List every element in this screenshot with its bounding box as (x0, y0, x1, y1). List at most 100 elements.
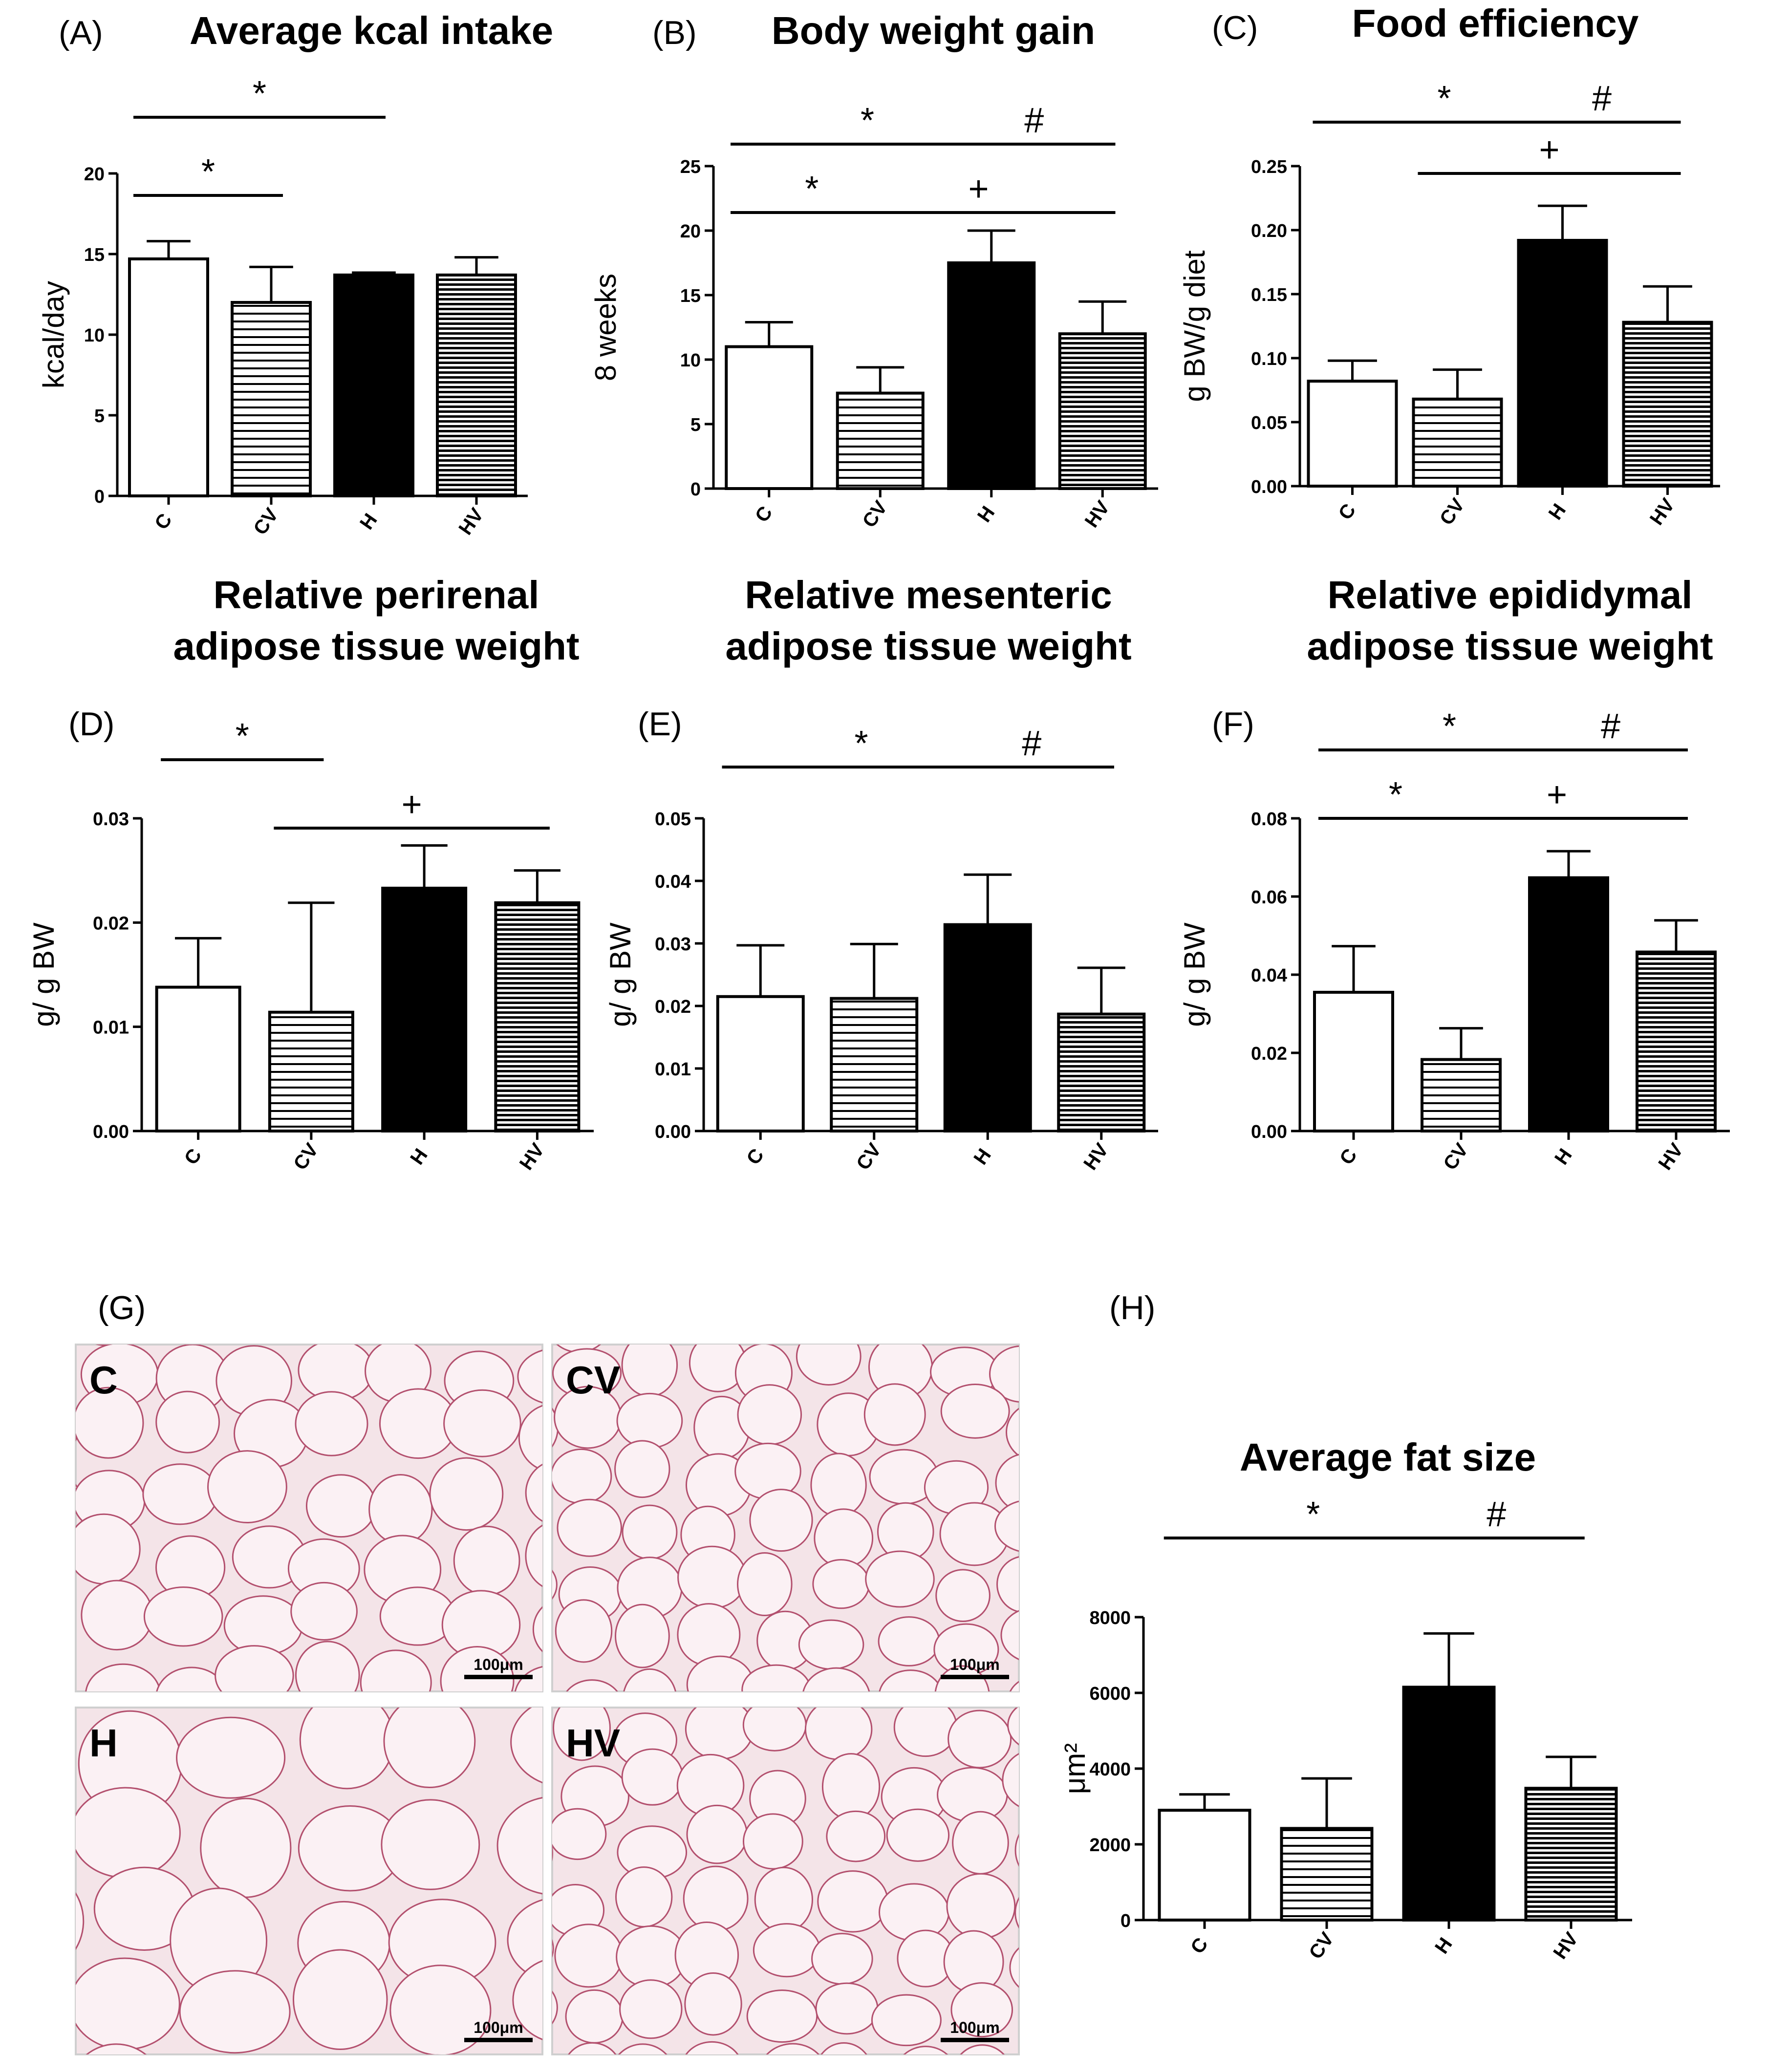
adipocyte (0, 1800, 51, 1888)
adipocyte (518, 1405, 542, 1471)
adipocyte (815, 1982, 879, 2035)
panel-label: (F) (1212, 705, 1254, 743)
adipocyte (820, 2042, 867, 2054)
y-tick-label: 10 (84, 325, 105, 346)
adipocyte (306, 2057, 398, 2072)
bar-cv (268, 1010, 354, 1133)
adipocyte (443, 1389, 521, 1457)
adipocyte (1014, 1897, 1019, 1929)
y-tick-label: 0.02 (655, 997, 691, 1017)
y-tick-label: 8000 (1089, 1608, 1131, 1628)
adipocyte-cells (552, 1708, 1019, 2054)
x-tick-label: C (1335, 500, 1360, 524)
y-tick-label: 0.06 (1251, 887, 1287, 908)
adipocyte (179, 1970, 291, 2054)
significance-symbol: * (854, 724, 868, 763)
adipocyte (935, 1569, 991, 1622)
y-tick-label: 0 (94, 487, 105, 507)
adipocyte (798, 1619, 864, 1670)
x-tick-label: CV (852, 1139, 885, 1174)
x-tick-label: HV (1646, 494, 1679, 529)
adipocyte (12, 1718, 83, 1786)
significance-symbol: * (1437, 79, 1451, 118)
x-tick-label: C (742, 1145, 768, 1169)
bar-hv (494, 901, 581, 1133)
adipocyte (215, 1645, 294, 1691)
adipocyte (532, 1606, 542, 1652)
adipocyte (814, 1508, 874, 1568)
adipocyte-cells (552, 1276, 1019, 1691)
adipocyte (85, 1663, 161, 1691)
chart-title: Food efficiency (1352, 1, 1639, 45)
bar-h (1517, 238, 1608, 488)
scale-bar-label: 100μm (950, 1656, 999, 1673)
adipocyte (10, 1289, 77, 1347)
x-tick-label: HV (516, 1139, 549, 1174)
adipocyte (743, 1276, 802, 1328)
x-tick-label: CV (249, 504, 282, 539)
adipocyte (686, 1804, 748, 1864)
y-tick-label: 2000 (1089, 1835, 1131, 1856)
adipocyte (996, 1556, 1019, 1613)
adipocyte (871, 1994, 942, 2047)
adipocyte (684, 1972, 742, 2036)
chart-e: (E) Relative mesenteric adipose tissue wei… (604, 573, 1158, 1174)
significance-symbol: * (861, 101, 874, 140)
adipocyte (552, 1990, 558, 2025)
y-tick-label: 20 (680, 221, 701, 242)
significance-symbol: * (236, 717, 249, 756)
adipocyte (950, 1982, 1013, 2038)
bar-hv (1057, 1012, 1146, 1132)
adipocyte (0, 1596, 70, 1679)
y-tick-label: 0.00 (93, 1122, 129, 1142)
bar-h (947, 261, 1036, 490)
bar-c (716, 995, 805, 1133)
adipocyte (207, 1450, 287, 1524)
adipocyte (677, 1603, 741, 1666)
adipocyte (525, 1524, 542, 1587)
adipocyte (946, 1873, 1016, 1940)
panel-label: (C) (1212, 9, 1258, 46)
significance-symbol: * (1389, 775, 1402, 814)
adipocyte (886, 1808, 950, 1862)
panel-label: (B) (652, 14, 697, 51)
adipocyte (322, 1345, 340, 1346)
adipocyte (441, 1275, 513, 1343)
adipocyte (76, 1484, 81, 1514)
bar-hv (1524, 1787, 1618, 1922)
adipocyte (143, 1586, 223, 1647)
adipocyte (389, 1965, 492, 2054)
adipocyte (0, 1963, 56, 2055)
adipocyte (381, 2055, 494, 2072)
scale-bar (941, 1675, 1009, 1679)
bar-hv (1058, 332, 1147, 490)
micrograph-hv: HV 100μm (551, 1707, 1020, 2055)
adipocyte (557, 1498, 623, 1557)
adipocyte (507, 1899, 542, 1981)
adipocyte (76, 1513, 141, 1585)
adipocyte (360, 1649, 432, 1691)
micrograph-cv: CV 100μm (551, 1276, 1020, 1692)
adipocyte (552, 1569, 558, 1600)
adipocyte (429, 1457, 504, 1531)
adipocyte (385, 1345, 407, 1346)
significance-symbol: # (1592, 79, 1612, 118)
significance-symbol: # (1022, 724, 1041, 763)
bar-cv (231, 301, 312, 497)
bar-h (1528, 876, 1609, 1132)
adipocyte (616, 1392, 683, 1449)
x-tick-label: CV (1439, 1139, 1472, 1174)
y-axis-label: g/ g BW (1178, 922, 1211, 1027)
chart-title: adipose tissue weight (173, 624, 579, 668)
adipocyte (753, 1923, 821, 1978)
adipocyte (0, 1668, 60, 1728)
x-tick-label: CV (859, 497, 892, 532)
adipocyte (865, 1550, 935, 1608)
adipocyte (440, 1646, 515, 1691)
adipocyte (381, 1799, 480, 1890)
adipocyte (615, 1277, 670, 1327)
adipocyte (565, 1989, 624, 2044)
adipocyte (566, 1679, 618, 1691)
x-tick-label: HV (1079, 1139, 1113, 1174)
adipocyte (568, 2042, 617, 2054)
